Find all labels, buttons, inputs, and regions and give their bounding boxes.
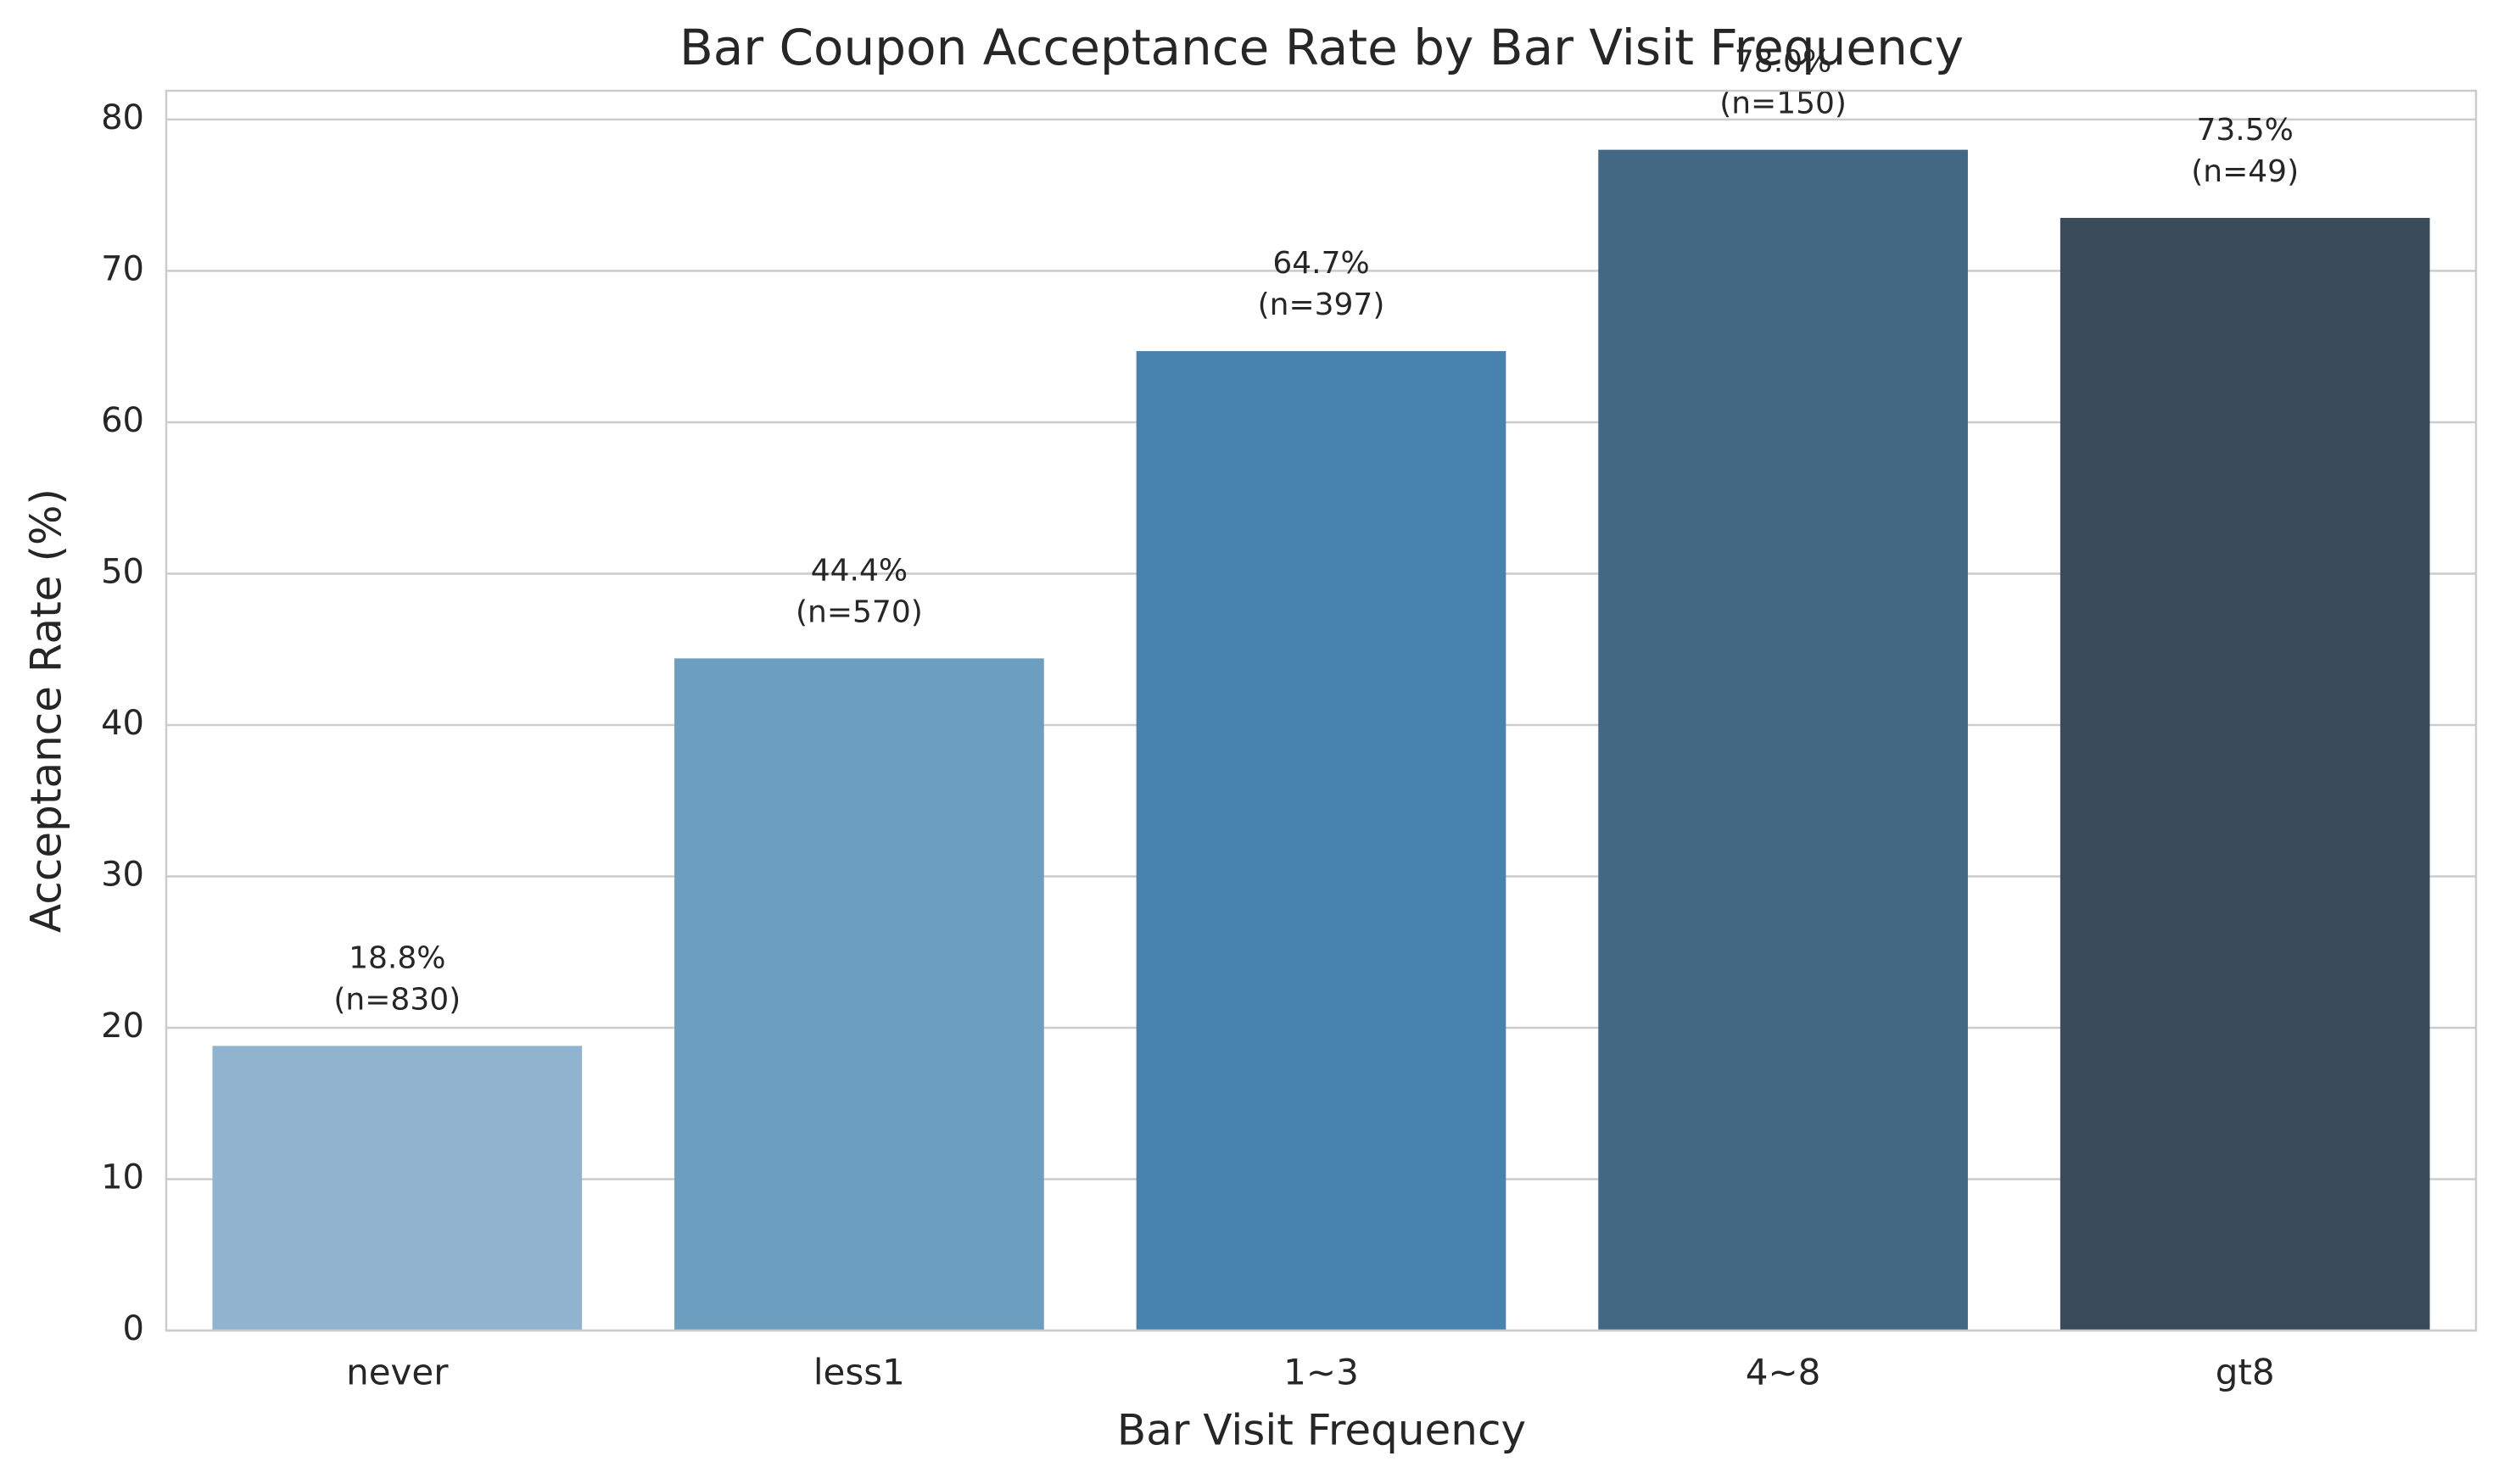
value-label: 78.0% <box>1735 45 1831 80</box>
y-tick-label: 30 <box>101 855 144 894</box>
sample-size-label: (n=150) <box>1719 86 1847 121</box>
chart-title: Bar Coupon Acceptance Rate by Bar Visit … <box>679 19 1964 76</box>
value-label: 44.4% <box>811 553 908 588</box>
y-tick-label: 70 <box>101 249 144 288</box>
sample-size-label: (n=830) <box>333 982 461 1017</box>
y-tick-label: 20 <box>101 1007 144 1046</box>
value-label: 64.7% <box>1272 246 1369 281</box>
sample-size-label: (n=397) <box>1258 287 1385 322</box>
bar <box>1598 149 1968 1331</box>
bar <box>674 658 1044 1331</box>
y-tick-label: 50 <box>101 552 144 591</box>
x-tick-label: never <box>346 1352 449 1393</box>
y-tick-label: 10 <box>101 1158 144 1197</box>
value-label: 18.8% <box>349 940 445 975</box>
x-axis-label: Bar Visit Frequency <box>1117 1406 1526 1455</box>
y-tick-label: 40 <box>101 704 144 743</box>
x-tick-label: 1~3 <box>1283 1352 1359 1393</box>
bar <box>212 1046 583 1331</box>
y-tick-label: 60 <box>101 401 144 440</box>
sample-size-label: (n=570) <box>796 594 923 629</box>
bar <box>1136 351 1506 1331</box>
value-label: 73.5% <box>2197 113 2294 148</box>
x-tick-label: gt8 <box>2216 1352 2275 1393</box>
plot-frame <box>165 89 2478 1332</box>
sample-size-label: (n=49) <box>2191 154 2299 189</box>
bar <box>2060 217 2430 1331</box>
x-tick-label: 4~8 <box>1746 1352 1821 1393</box>
x-tick-label: less1 <box>813 1352 905 1393</box>
y-axis-label: Acceptance Rate (%) <box>22 488 71 933</box>
y-tick-label: 0 <box>123 1309 144 1348</box>
y-tick-label: 80 <box>101 98 144 137</box>
